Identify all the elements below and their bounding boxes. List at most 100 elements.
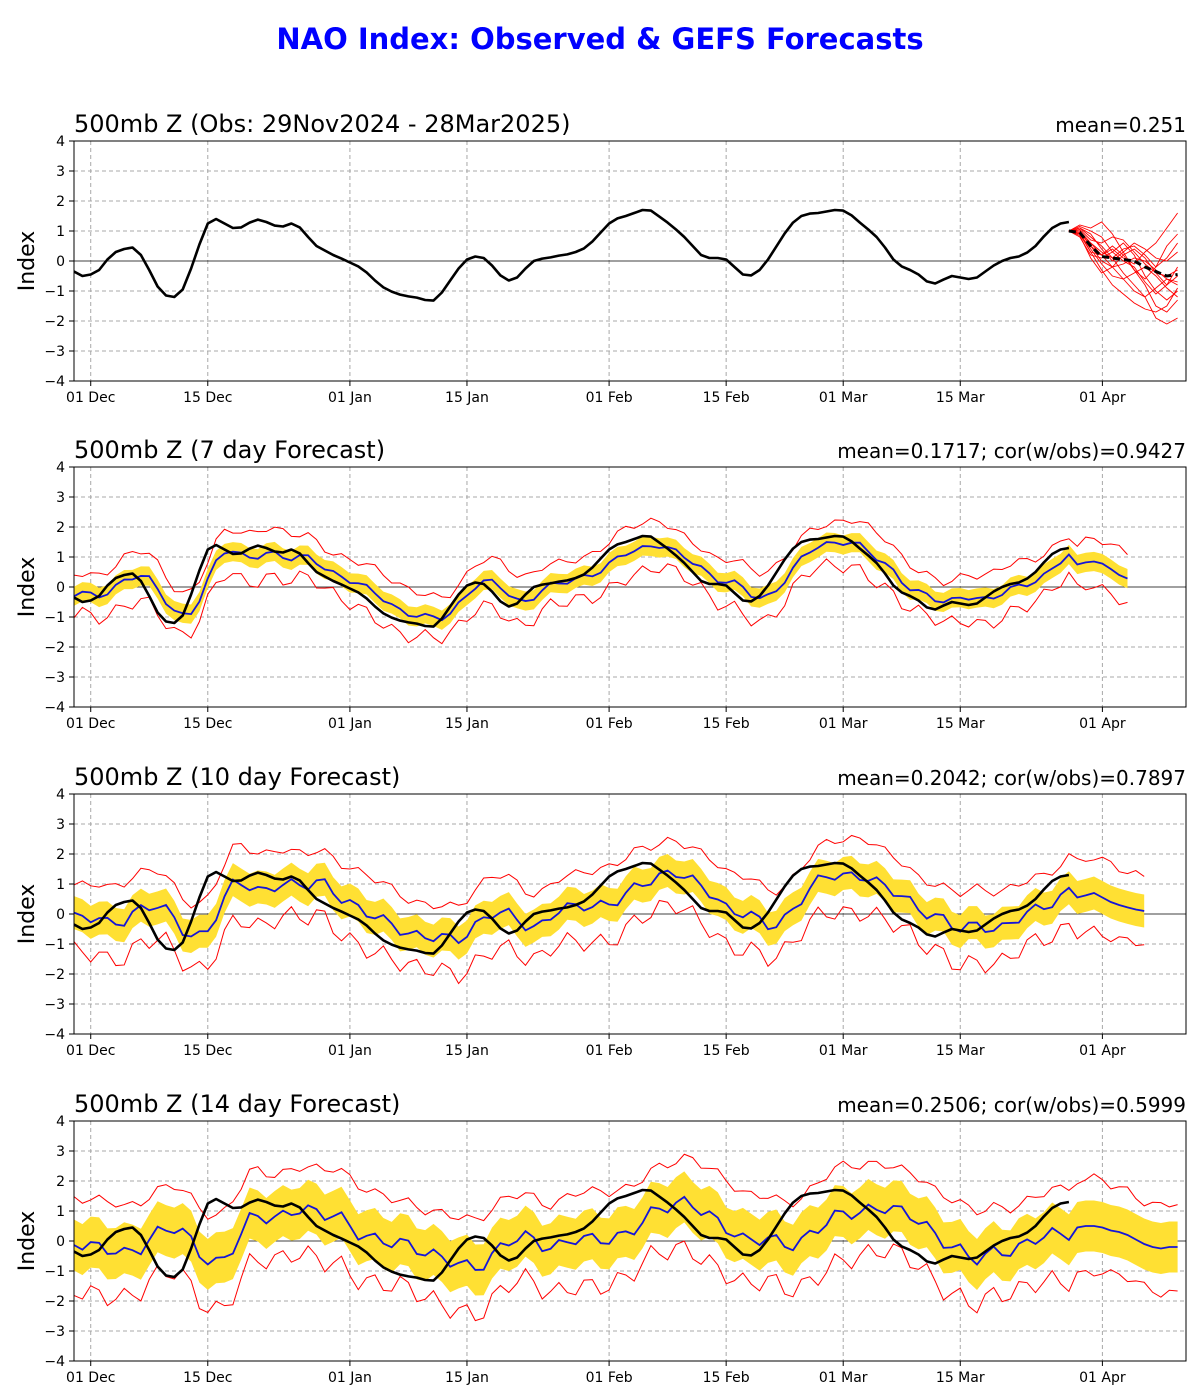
x-tick-label: 01 Jan	[328, 716, 372, 732]
x-tick-label: 15 Dec	[183, 1043, 232, 1059]
panel-title: 500mb Z (10 day Forecast)	[74, 763, 400, 791]
spread-band	[74, 853, 1145, 960]
ensemble-max-line	[74, 834, 1145, 910]
x-tick-label: 15 Dec	[183, 390, 232, 406]
ensemble-member-line	[1068, 230, 1178, 313]
y-tick-label: 2	[56, 194, 65, 210]
x-tick-label: 15 Feb	[703, 1043, 750, 1059]
ensemble-member-line	[1068, 230, 1178, 268]
x-tick-label: 01 Feb	[586, 1043, 633, 1059]
ensemble-min-line	[74, 899, 1145, 985]
y-tick-label: −4	[44, 700, 65, 716]
x-tick-label: 15 Dec	[183, 1370, 232, 1386]
ensemble-mean-line	[74, 541, 1128, 622]
y-axis-label: Index	[15, 231, 40, 292]
panel-stats: mean=0.251	[1055, 113, 1186, 137]
y-tick-label: 0	[56, 907, 65, 923]
y-tick-label: −4	[44, 374, 65, 390]
x-tick-label: 01 Mar	[819, 390, 868, 406]
chart-panel-1: 500mb Z (Obs: 29Nov2024 - 28Mar2025) mean…	[15, 110, 1187, 406]
page-title: NAO Index: Observed & GEFS Forecasts	[276, 22, 924, 56]
plot-frame	[73, 466, 1187, 708]
y-tick-label: 1	[56, 224, 65, 240]
y-tick-label: 2	[56, 520, 65, 536]
y-tick-label: 4	[56, 460, 65, 476]
x-tick-label: 01 Mar	[819, 1370, 868, 1386]
observed-line	[74, 208, 1070, 302]
chart-panel-4: 500mb Z (14 day Forecast) mean=0.2506; co…	[15, 1090, 1187, 1386]
y-tick-label: −3	[44, 1324, 65, 1340]
x-tick-label: 01 Jan	[328, 1043, 372, 1059]
y-tick-label: −3	[44, 997, 65, 1013]
x-tick-label: 15 Feb	[703, 1370, 750, 1386]
y-tick-label: −1	[44, 610, 65, 626]
panel-title: 500mb Z (Obs: 29Nov2024 - 28Mar2025)	[74, 110, 570, 138]
x-tick-label: 01 Dec	[66, 390, 115, 406]
plot-frame	[73, 140, 1187, 382]
y-tick-label: 4	[56, 1114, 65, 1130]
y-tick-label: 3	[56, 1144, 65, 1160]
y-tick-label: 3	[56, 817, 65, 833]
ensemble-min-line	[74, 1240, 1178, 1322]
x-tick-label: 01 Mar	[819, 716, 868, 732]
ensemble-member-line	[1068, 226, 1178, 295]
x-tick-label: 15 Mar	[936, 716, 985, 732]
x-tick-label: 01 Feb	[586, 716, 633, 732]
x-tick-label: 01 Apr	[1079, 390, 1126, 406]
y-tick-label: 0	[56, 254, 65, 270]
y-tick-label: 2	[56, 1174, 65, 1190]
y-tick-label: 2	[56, 847, 65, 863]
y-tick-label: −3	[44, 670, 65, 686]
panel-title: 500mb Z (14 day Forecast)	[74, 1090, 400, 1118]
y-axis-label: Index	[15, 1211, 40, 1272]
y-tick-label: 1	[56, 877, 65, 893]
spread-band	[74, 532, 1128, 630]
y-axis-label: Index	[15, 557, 40, 618]
observed-line	[74, 1188, 1070, 1282]
panel-stats: mean=0.1717; cor(w/obs)=0.9427	[837, 439, 1186, 463]
y-tick-label: −2	[44, 1294, 65, 1310]
panel-stats: mean=0.2042; cor(w/obs)=0.7897	[837, 766, 1186, 790]
x-tick-label: 01 Jan	[328, 1370, 372, 1386]
ensemble-max-line	[74, 517, 1128, 599]
x-tick-label: 15 Mar	[936, 1370, 985, 1386]
ensemble-mean-forecast-line	[1068, 229, 1178, 278]
plot-area	[74, 794, 1186, 1034]
x-tick-label: 01 Apr	[1079, 1370, 1126, 1386]
x-tick-label: 15 Jan	[445, 1370, 489, 1386]
y-tick-label: 0	[56, 1234, 65, 1250]
y-tick-label: −2	[44, 967, 65, 983]
x-tick-label: 15 Dec	[183, 716, 232, 732]
plot-frame	[73, 793, 1187, 1035]
y-tick-label: 1	[56, 550, 65, 566]
x-tick-label: 01 Dec	[66, 716, 115, 732]
y-tick-label: 0	[56, 580, 65, 596]
observed-line	[74, 861, 1070, 955]
x-tick-label: 01 Jan	[328, 390, 372, 406]
chart-panel-3: 500mb Z (10 day Forecast) mean=0.2042; co…	[15, 763, 1187, 1059]
ensemble-mean-line	[74, 869, 1145, 945]
chart-panel-2: 500mb Z (7 day Forecast) mean=0.1717; cor…	[15, 436, 1187, 732]
x-tick-label: 15 Jan	[445, 716, 489, 732]
y-tick-label: −1	[44, 1264, 65, 1280]
y-tick-label: −1	[44, 284, 65, 300]
y-tick-label: −2	[44, 640, 65, 656]
x-tick-label: 01 Mar	[819, 1043, 868, 1059]
x-tick-label: 15 Feb	[703, 716, 750, 732]
x-tick-label: 01 Feb	[586, 1370, 633, 1386]
x-tick-label: 15 Mar	[936, 1043, 985, 1059]
y-tick-label: −4	[44, 1027, 65, 1043]
y-tick-label: 4	[56, 134, 65, 150]
y-tick-label: 1	[56, 1204, 65, 1220]
ensemble-min-line	[74, 558, 1128, 645]
plot-area	[74, 1121, 1186, 1361]
ensemble-member-line	[1068, 230, 1178, 301]
y-tick-label: −4	[44, 1354, 65, 1370]
x-tick-label: 01 Apr	[1079, 1043, 1126, 1059]
y-tick-label: 3	[56, 164, 65, 180]
x-tick-label: 15 Jan	[445, 390, 489, 406]
x-tick-label: 15 Mar	[936, 390, 985, 406]
y-tick-label: 4	[56, 787, 65, 803]
panel-stats: mean=0.2506; cor(w/obs)=0.5999	[837, 1093, 1186, 1117]
